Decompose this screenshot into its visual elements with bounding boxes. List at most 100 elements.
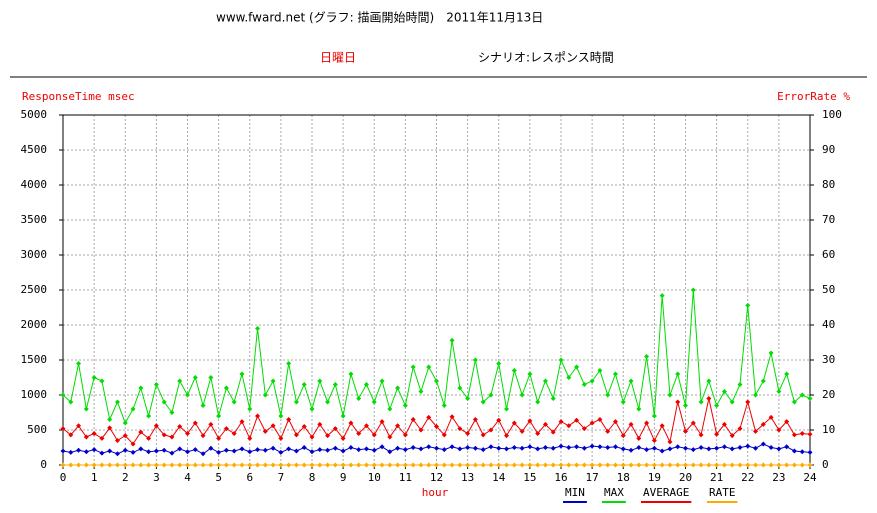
point <box>216 413 222 419</box>
point <box>527 444 533 450</box>
point <box>558 357 564 363</box>
x-tick-label: 0 <box>60 471 67 484</box>
point <box>76 361 82 366</box>
legend-label: MAX <box>604 486 624 499</box>
y2-tick-label: 60 <box>822 248 835 261</box>
point <box>107 425 113 431</box>
point <box>480 432 486 438</box>
point <box>270 462 276 468</box>
point <box>784 444 790 450</box>
point <box>426 414 432 420</box>
point <box>301 462 307 468</box>
point <box>496 417 502 423</box>
point <box>371 447 377 453</box>
point <box>255 326 261 331</box>
point <box>223 426 229 432</box>
y2-tick-label: 10 <box>822 423 835 436</box>
point <box>620 462 626 468</box>
point <box>659 293 665 299</box>
point <box>262 428 268 434</box>
point <box>122 420 128 426</box>
point <box>807 396 813 401</box>
point <box>208 445 214 451</box>
point <box>768 414 774 420</box>
point <box>628 378 634 384</box>
x-tick-label: 7 <box>278 471 285 484</box>
x-tick-label: 18 <box>617 471 630 484</box>
x-tick-label: 21 <box>710 471 723 484</box>
point <box>177 424 183 429</box>
point <box>449 337 455 343</box>
legend-label: RATE <box>709 486 736 499</box>
point <box>247 462 253 468</box>
point <box>768 350 774 356</box>
point <box>278 413 284 419</box>
point <box>255 462 261 468</box>
point <box>146 449 152 455</box>
point <box>60 392 66 398</box>
point <box>293 432 299 438</box>
point <box>379 444 385 450</box>
point <box>348 462 354 468</box>
point <box>753 445 759 451</box>
x-tick-label: 17 <box>586 471 599 484</box>
point <box>247 435 253 441</box>
point <box>418 462 424 468</box>
point <box>504 406 510 412</box>
point <box>426 444 432 450</box>
point <box>535 462 541 468</box>
point <box>402 462 408 468</box>
point <box>581 462 587 468</box>
point <box>99 378 105 384</box>
point <box>286 361 292 366</box>
day-label: 日曜日 <box>320 51 356 65</box>
point <box>644 447 650 453</box>
point <box>605 392 611 398</box>
point <box>107 448 113 454</box>
point <box>192 447 198 453</box>
point <box>68 449 74 455</box>
point <box>293 399 299 405</box>
point <box>683 403 688 408</box>
point <box>239 446 245 452</box>
point <box>223 462 229 468</box>
point <box>690 462 696 468</box>
point <box>651 445 657 451</box>
point <box>138 446 144 452</box>
point <box>247 406 253 412</box>
y-tick-label: 3500 <box>21 213 48 226</box>
point <box>784 462 790 468</box>
y2-tick-label: 90 <box>822 143 835 156</box>
point <box>472 357 478 363</box>
point <box>410 445 416 450</box>
point <box>612 444 618 450</box>
point <box>348 371 354 377</box>
point <box>527 462 533 468</box>
point <box>387 434 393 440</box>
point <box>807 431 813 437</box>
point <box>542 421 548 427</box>
point <box>760 462 766 468</box>
point <box>683 428 688 434</box>
point <box>706 462 712 468</box>
x-tick-label: 15 <box>523 471 536 484</box>
point <box>620 446 626 452</box>
point <box>379 378 385 384</box>
point <box>239 462 245 468</box>
point <box>161 432 167 438</box>
point <box>122 433 128 439</box>
point <box>628 447 634 453</box>
point <box>83 462 89 468</box>
point <box>597 462 603 468</box>
point <box>239 419 245 425</box>
point <box>636 462 642 468</box>
point <box>200 462 206 468</box>
point <box>511 420 517 426</box>
point <box>745 399 751 405</box>
point <box>511 445 517 450</box>
point <box>402 432 408 438</box>
point <box>496 445 502 451</box>
point <box>91 447 97 453</box>
y-tick-label: 1500 <box>21 353 48 366</box>
point <box>114 462 120 468</box>
